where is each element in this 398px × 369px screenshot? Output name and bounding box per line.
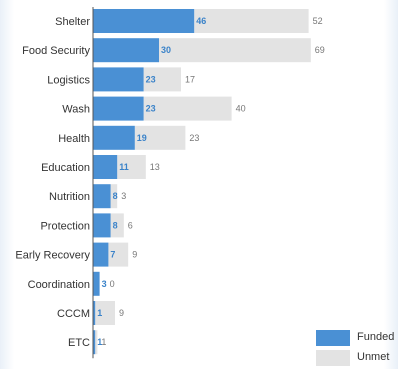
bar-funded-logistics (93, 67, 144, 92)
category-label-wash: Wash (62, 104, 90, 116)
bar-unmet-shelter (194, 9, 309, 33)
value-label-funded-food-security: 30 (161, 45, 171, 55)
category-label-shelter: Shelter (55, 16, 90, 28)
category-label-early-recovery: Early Recovery (15, 250, 90, 262)
value-label-unmet-health: 23 (189, 133, 199, 143)
legend-label-funded: Funded (357, 331, 395, 343)
value-label-unmet-etc: 1 (101, 337, 106, 347)
value-label-funded-logistics: 23 (146, 74, 156, 84)
bar-funded-shelter (93, 9, 195, 33)
legend-swatch-funded (316, 330, 350, 346)
bar-funded-cccm (93, 301, 96, 325)
bar-funded-protection (93, 213, 111, 238)
bar-unmet-early-recovery (108, 242, 129, 267)
bar-funded-wash (93, 96, 144, 121)
value-label-funded-nutrition: 8 (113, 191, 118, 201)
bar-funded-etc (93, 330, 96, 355)
value-label-funded-early-recovery: 7 (110, 250, 115, 260)
value-label-unmet-food-security: 69 (315, 45, 325, 55)
bar-unmet-food-security (159, 38, 311, 63)
value-label-funded-protection: 8 (113, 220, 118, 230)
category-label-education: Education (41, 162, 90, 174)
value-label-funded-cccm: 1 (97, 308, 102, 318)
bar-unmet-education (117, 155, 146, 179)
category-label-food-security: Food Security (22, 45, 90, 57)
bar-unmet-etc (95, 330, 98, 355)
value-label-unmet-education: 13 (150, 162, 160, 172)
category-label-nutrition: Nutrition (49, 191, 90, 203)
bar-funded-nutrition (93, 184, 111, 209)
legend-swatch-unmet (316, 350, 350, 366)
category-label-logistics: Logistics (47, 74, 90, 86)
value-label-funded-education: 11 (119, 162, 129, 172)
value-label-funded-shelter: 46 (196, 16, 206, 26)
bar-unmet-logistics (143, 67, 181, 92)
category-label-coordination: Coordination (28, 279, 90, 291)
value-label-unmet-cccm: 9 (119, 308, 124, 318)
bar-funded-early-recovery (93, 242, 109, 267)
bar-funded-coordination (93, 271, 100, 296)
legend-item-unmet: Unmet (316, 350, 398, 366)
value-label-unmet-early-recovery: 9 (132, 250, 137, 260)
bar-unmet-health (134, 125, 186, 150)
category-label-cccm: CCCM (57, 308, 90, 320)
value-label-unmet-protection: 6 (128, 220, 133, 230)
value-label-funded-coordination: 3 (102, 279, 107, 289)
category-label-etc: ETC (68, 337, 90, 349)
bar-unmet-wash (143, 96, 232, 121)
value-label-unmet-shelter: 52 (313, 16, 323, 26)
value-label-unmet-nutrition: 3 (121, 191, 126, 201)
bar-funded-health (93, 125, 135, 150)
bar-unmet-cccm (95, 301, 115, 325)
value-label-funded-wash: 23 (146, 104, 156, 114)
value-label-unmet-logistics: 17 (185, 74, 195, 84)
bar-unmet-nutrition (110, 184, 118, 209)
legend-label-unmet: Unmet (357, 351, 390, 363)
value-label-unmet-wash: 40 (236, 104, 246, 114)
bar-unmet-protection (110, 213, 124, 238)
value-label-funded-etc: 1 (97, 337, 102, 347)
legend-item-funded: Funded (316, 330, 398, 346)
value-label-funded-health: 19 (137, 133, 147, 143)
category-label-protection: Protection (40, 220, 90, 232)
bar-funded-food-security (93, 38, 159, 63)
value-label-unmet-coordination: 0 (110, 279, 115, 289)
category-label-health: Health (58, 133, 90, 145)
bar-funded-education (93, 155, 118, 179)
